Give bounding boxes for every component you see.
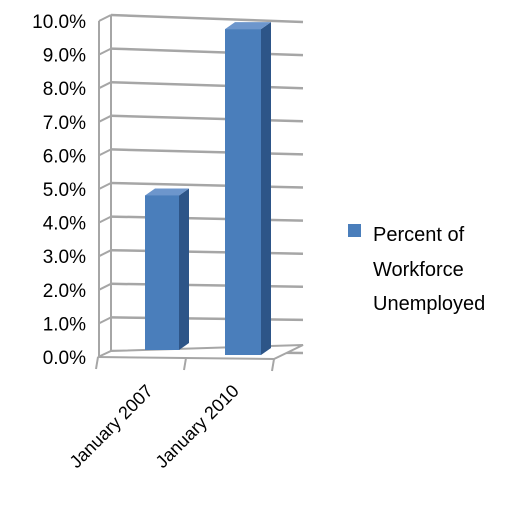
- side-gridline: [98, 182, 112, 190]
- gridline: [110, 316, 304, 322]
- y-tick-label: 9.0%: [43, 46, 86, 67]
- bar-top-face: [145, 188, 189, 196]
- y-tick-label: 0.0%: [43, 348, 86, 369]
- legend: Percent of Workforce Unemployed: [348, 224, 485, 315]
- y-tick-label: 1.0%: [43, 314, 86, 335]
- legend-swatch: [348, 224, 361, 237]
- side-gridline: [98, 114, 112, 123]
- gridline: [110, 13, 304, 24]
- gridlines: [98, 13, 304, 358]
- chart-floor: [97, 344, 304, 361]
- legend-label-line-2: Workforce: [373, 259, 464, 281]
- x-category-label: January 2007: [66, 381, 157, 472]
- side-gridline: [98, 148, 112, 157]
- bar-side-face: [179, 188, 189, 350]
- x-tick-mark: [95, 356, 99, 370]
- x-category-label: January 2010: [152, 381, 243, 472]
- legend-label-line-1: Percent of: [373, 224, 465, 246]
- side-gridline: [98, 14, 112, 22]
- y-tick-label: 10.0%: [32, 12, 86, 33]
- side-gridline: [98, 282, 112, 291]
- bar: [225, 22, 271, 356]
- legend-label-line-3: Unemployed: [373, 293, 485, 315]
- side-gridline: [98, 215, 112, 224]
- y-axis-tick-labels: 0.0% 1.0% 2.0% 3.0% 4.0% 5.0% 6.0% 7.0% 8.0% 9.0%…: [32, 12, 86, 369]
- gridline: [110, 181, 304, 189]
- gridline: [110, 148, 304, 156]
- bar-side-face: [261, 22, 271, 356]
- y-tick-label: 4.0%: [43, 214, 86, 235]
- y-tick-label: 8.0%: [43, 79, 86, 100]
- gridline: [110, 47, 304, 57]
- bar: [145, 188, 189, 350]
- side-gridline: [98, 81, 112, 90]
- y-tick-label: 2.0%: [43, 281, 86, 302]
- gridline: [110, 282, 304, 289]
- side-gridline: [98, 316, 112, 325]
- side-gridline: [98, 47, 112, 56]
- side-gridline: [98, 249, 112, 258]
- x-tick-mark: [271, 358, 275, 372]
- gridline: [110, 114, 304, 123]
- bar-front-face: [225, 29, 261, 356]
- y-tick-label: 6.0%: [43, 146, 86, 167]
- y-tick-label: 5.0%: [43, 180, 86, 201]
- bar-top-face: [225, 22, 271, 30]
- bar-front-face: [145, 195, 179, 350]
- y-tick-label: 3.0%: [43, 247, 86, 268]
- bars: [145, 22, 271, 356]
- y-tick-label: 7.0%: [43, 113, 86, 134]
- gridline: [110, 248, 304, 255]
- x-tick-mark: [183, 357, 187, 371]
- gridline: [110, 80, 304, 90]
- gridline: [110, 215, 304, 222]
